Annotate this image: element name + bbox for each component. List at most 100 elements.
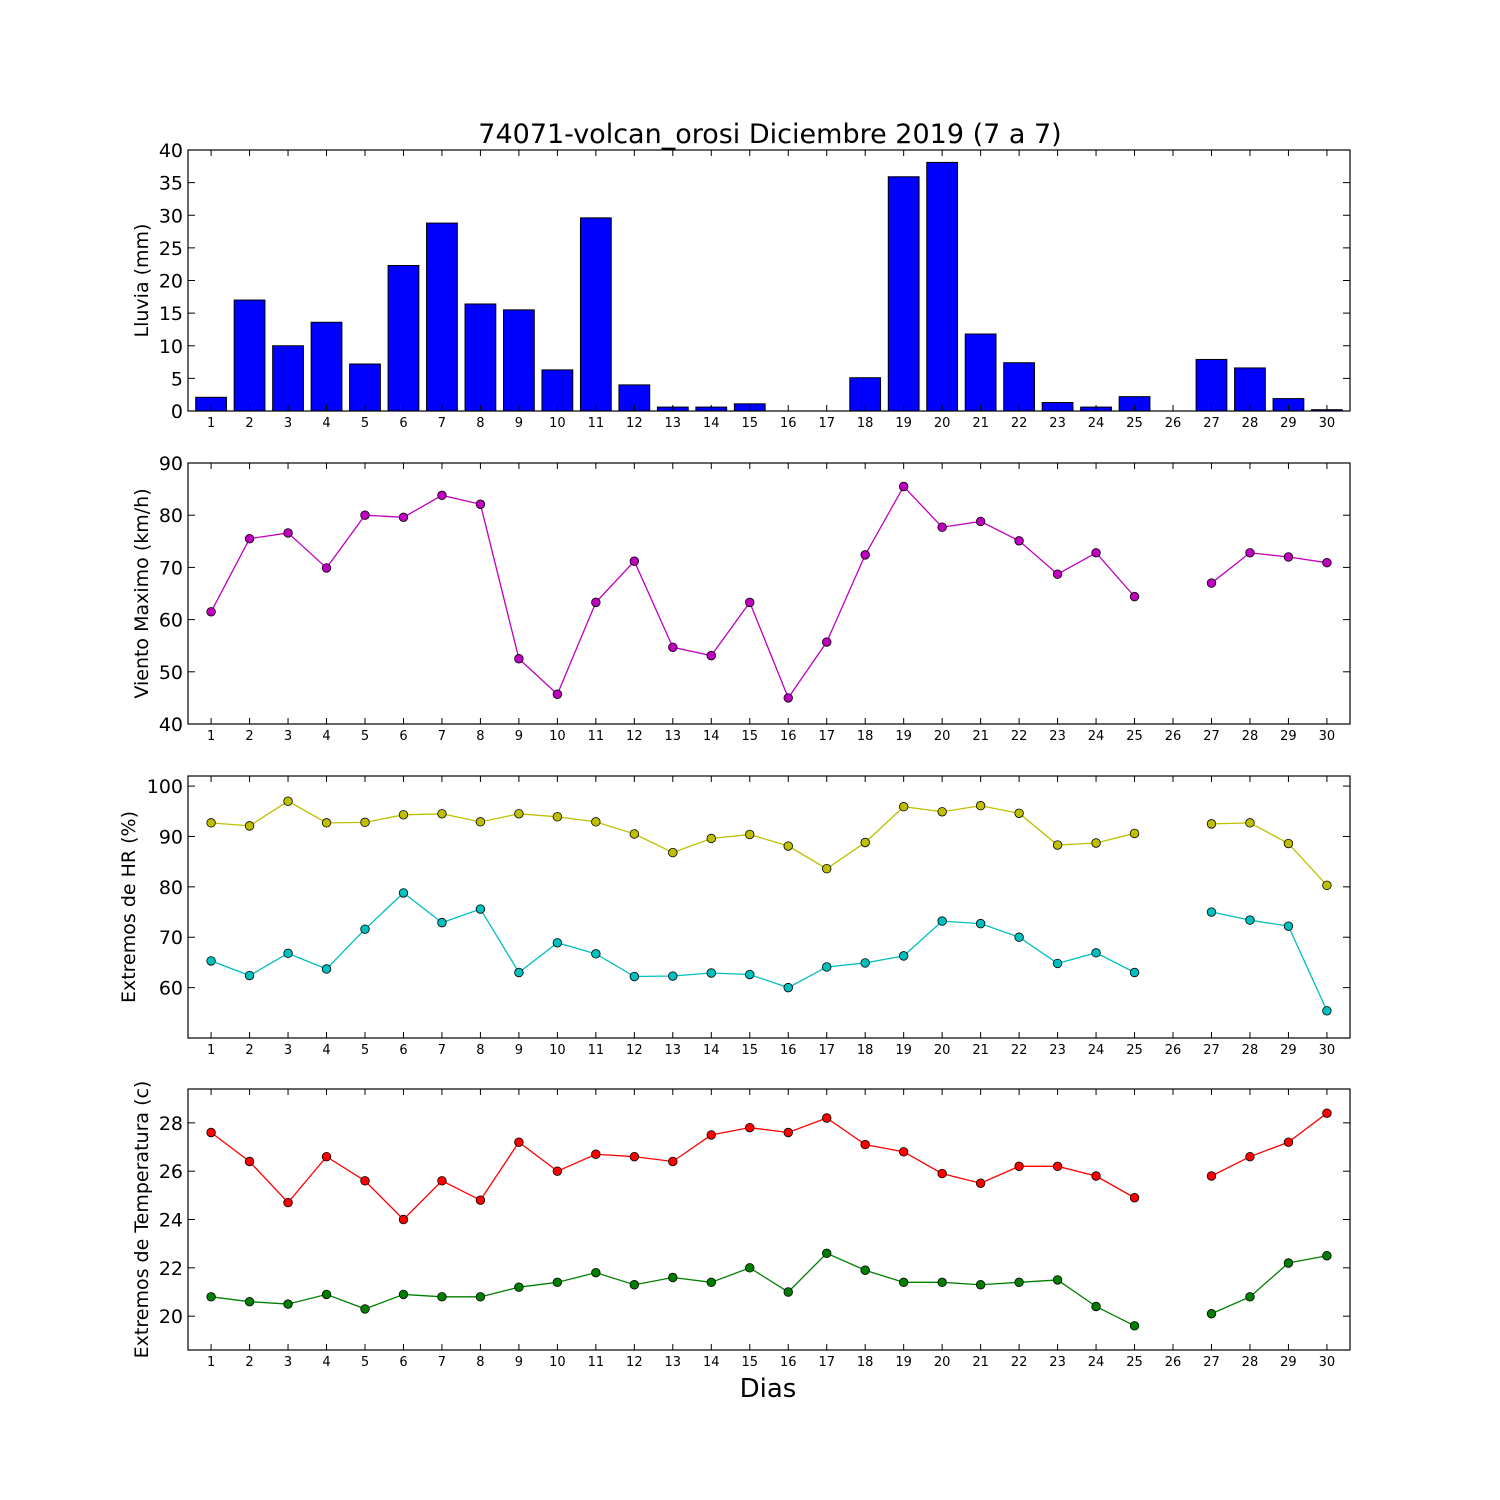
y-tick-label: 20: [159, 1306, 183, 1328]
series-2-point-day-24: [1091, 948, 1101, 958]
x-tick-label: 26: [1165, 1043, 1182, 1058]
x-tick-label: 5: [361, 1355, 369, 1370]
x-tick-label: 14: [703, 416, 720, 431]
series-2-point-day-3: [283, 1299, 293, 1309]
x-tick-label: 17: [818, 1355, 835, 1370]
x-tick-label: 12: [626, 1043, 643, 1058]
x-tick-label: 18: [857, 729, 874, 744]
x-tick-label: 3: [284, 1043, 292, 1058]
bar-day-4: [310, 321, 343, 412]
x-tick-label: 4: [322, 1043, 330, 1058]
series-1-point-day-16: [783, 693, 793, 703]
y-tick-label: 60: [159, 610, 183, 632]
x-tick-label: 3: [284, 1355, 292, 1370]
x-tick-label: 24: [1088, 416, 1105, 431]
series-1-point-day-29: [1283, 552, 1294, 562]
series-2-point-day-6: [398, 888, 409, 898]
series-1-point-day-13: [668, 642, 678, 652]
y-tick-label: 90: [159, 453, 183, 475]
x-tick-label: 12: [626, 729, 643, 744]
series-2-point-day-15: [745, 969, 755, 980]
y-axis-label: Lluvia (mm): [131, 224, 153, 338]
series-1-point-day-10: [552, 689, 563, 699]
series-1-point-day-11: [591, 597, 601, 608]
series-1-line: [1211, 822, 1328, 886]
series-2-point-day-10: [552, 938, 563, 948]
x-tick-label: 8: [476, 416, 484, 431]
series-1-point-day-22: [1014, 808, 1024, 818]
x-tick-label: 5: [361, 416, 369, 431]
series-1-point-day-27: [1206, 578, 1217, 588]
y-tick-label: 80: [159, 505, 183, 527]
x-tick-label: 14: [703, 729, 720, 744]
x-tick-label: 28: [1242, 1043, 1259, 1058]
series-1-line: [1211, 552, 1328, 584]
series-1-point-day-19: [898, 802, 909, 812]
series-2-point-day-12: [629, 1280, 640, 1290]
series-1-point-day-10: [552, 812, 563, 822]
bar-day-20: [926, 161, 959, 412]
series-2-point-day-17: [822, 962, 832, 972]
series-1-point-day-28: [1245, 818, 1255, 828]
plot-frame: [187, 462, 1351, 725]
series-1-point-day-20: [937, 807, 947, 817]
bar-day-11: [579, 217, 612, 412]
y-tick-label: 22: [159, 1258, 183, 1280]
series-1-point-day-3: [283, 528, 293, 538]
series-2-point-day-18: [860, 1265, 870, 1275]
x-tick-label: 30: [1319, 416, 1336, 431]
x-tick-label: 28: [1242, 1355, 1259, 1370]
y-tick-label: 10: [159, 336, 183, 358]
series-1-point-day-18: [860, 1139, 870, 1150]
x-tick-label: 17: [818, 729, 835, 744]
x-tick-label: 29: [1280, 729, 1297, 744]
x-tick-label: 1: [207, 1355, 215, 1370]
series-2-point-day-27: [1206, 907, 1217, 917]
series-2-point-day-3: [283, 948, 293, 959]
bar-day-8: [464, 303, 497, 412]
series-1-point-day-24: [1091, 1171, 1101, 1181]
x-tick-label: 25: [1126, 729, 1143, 744]
series-1-point-day-13: [668, 847, 678, 858]
series-2-point-day-20: [937, 1277, 947, 1288]
plot-frame: [187, 775, 1351, 1039]
x-tick-label: 15: [741, 416, 758, 431]
series-2-point-day-19: [898, 1277, 909, 1288]
y-tick-label: 30: [159, 205, 183, 227]
y-axis-label: Extremos de HR (%): [118, 811, 140, 1003]
series-2-point-day-12: [629, 971, 640, 982]
x-tick-label: 15: [741, 1355, 758, 1370]
series-2-point-day-7: [437, 917, 447, 928]
series-1-point-day-7: [437, 1176, 447, 1186]
bar-day-27: [1195, 358, 1228, 412]
series-2-point-day-20: [937, 916, 947, 926]
series-1-point-day-4: [321, 818, 332, 828]
series-1-point-day-1: [206, 818, 216, 828]
x-tick-label: 13: [665, 729, 682, 744]
series-2-point-day-21: [975, 918, 986, 929]
x-tick-label: 8: [476, 729, 484, 744]
series-1-point-day-7: [437, 809, 447, 819]
x-tick-label: 17: [818, 416, 835, 431]
x-tick-label: 19: [895, 1355, 912, 1370]
y-tick-label: 50: [159, 662, 183, 684]
series-1-point-day-18: [860, 550, 870, 560]
x-tick-label: 10: [549, 416, 566, 431]
bar-day-2: [233, 299, 266, 412]
x-tick-label: 15: [741, 729, 758, 744]
x-tick-label: 4: [322, 1355, 330, 1370]
x-tick-label: 7: [438, 729, 446, 744]
series-1-point-day-23: [1052, 1161, 1063, 1172]
series-1-point-day-2: [244, 821, 255, 831]
series-1-point-day-29: [1283, 838, 1294, 849]
x-tick-label: 6: [399, 1355, 407, 1370]
series-2-point-day-22: [1014, 1277, 1024, 1288]
series-1-point-day-12: [629, 829, 640, 839]
series-2-point-day-7: [437, 1292, 447, 1302]
x-tick-label: 10: [549, 1355, 566, 1370]
series-2-point-day-19: [898, 951, 909, 961]
series-2-point-day-13: [668, 971, 678, 981]
x-tick-label: 19: [895, 729, 912, 744]
series-2-point-day-16: [783, 1287, 793, 1297]
series-1-point-day-12: [629, 556, 640, 566]
